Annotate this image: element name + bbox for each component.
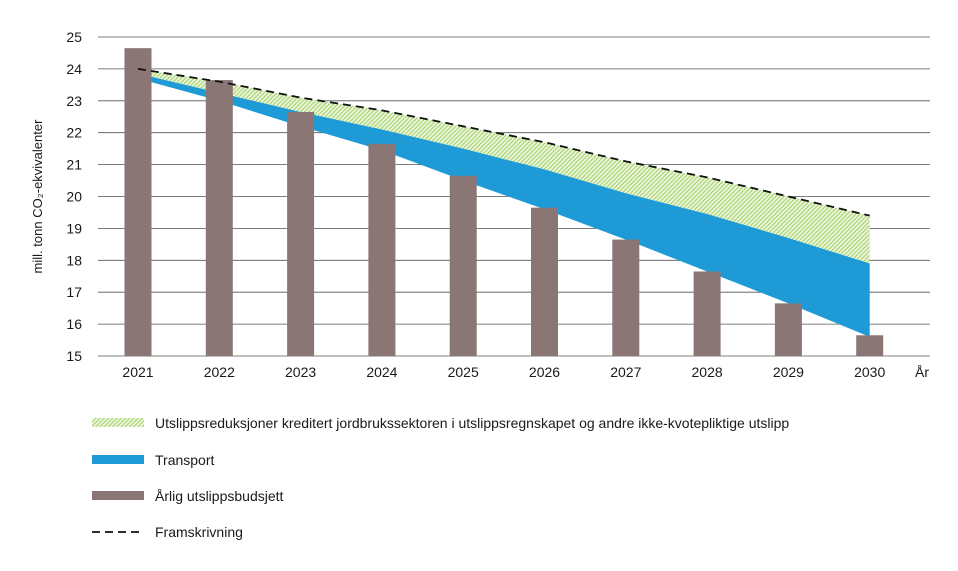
x-tick-2025: 2025 [448,364,479,380]
bar-2025 [449,175,477,356]
y-tick-25: 25 [66,29,82,45]
y-tick-23: 23 [66,93,82,109]
bar-2023 [287,111,315,356]
y-tick-20: 20 [66,189,82,205]
y-tick-24: 24 [66,61,82,77]
y-tick-16: 16 [66,316,82,332]
x-tick-2029: 2029 [773,364,804,380]
area-series [138,68,870,337]
legend-item-1: Utslippsreduksjoner kreditert jordbrukss… [92,415,789,431]
projection-line-group [137,68,870,217]
y-tick-15: 15 [66,348,82,364]
legend-swatch-budget [92,491,144,500]
bar-2029 [774,303,802,356]
x-tick-2028: 2028 [692,364,723,380]
bar-2026 [531,207,558,356]
y-tick-22: 22 [66,125,82,141]
y-tick-19: 19 [66,220,82,236]
x-tick-2027: 2027 [610,364,641,380]
y-tick-18: 18 [66,252,82,268]
legend: Utslippsreduksjoner kreditert jordbrukss… [92,415,789,540]
y-axis-label: mill. tonn CO₂-ekvivalenter [30,119,45,274]
legend-swatch-transport [92,455,144,464]
bar-2027 [612,239,640,356]
projection-line [137,68,870,217]
x-axis-label: År [915,364,929,380]
legend-label: Årlig utslippsbudsjett [155,488,284,504]
y-tick-labels: 15 16 17 18 19 20 21 22 23 24 25 [66,29,82,364]
x-tick-labels: 2021 2022 2023 2024 2025 2026 2027 2028 2029 2030 [122,364,885,380]
legend-item-3: Årlig utslippsbudsjett [92,488,284,504]
y-tick-21: 21 [66,157,82,173]
legend-item-2: Transport [92,452,215,468]
bar-2022 [205,80,233,356]
y-tick-17: 17 [66,284,82,300]
legend-label: Utslippsreduksjoner kreditert jordbrukss… [155,415,789,431]
bar-2021 [124,48,152,356]
x-tick-2023: 2023 [285,364,316,380]
x-tick-2022: 2022 [204,364,235,380]
legend-label: Transport [155,452,215,468]
legend-item-4: Framskrivning [92,524,243,540]
x-tick-2030: 2030 [854,364,885,380]
x-tick-2021: 2021 [122,364,153,380]
bar-2028 [693,271,721,356]
bar-2024 [368,143,396,356]
x-tick-2024: 2024 [366,364,397,380]
x-tick-2026: 2026 [529,364,560,380]
bar-2030 [856,335,884,356]
legend-swatch-hatched [92,418,144,427]
legend-label: Framskrivning [155,524,243,540]
bar-series [124,48,884,356]
